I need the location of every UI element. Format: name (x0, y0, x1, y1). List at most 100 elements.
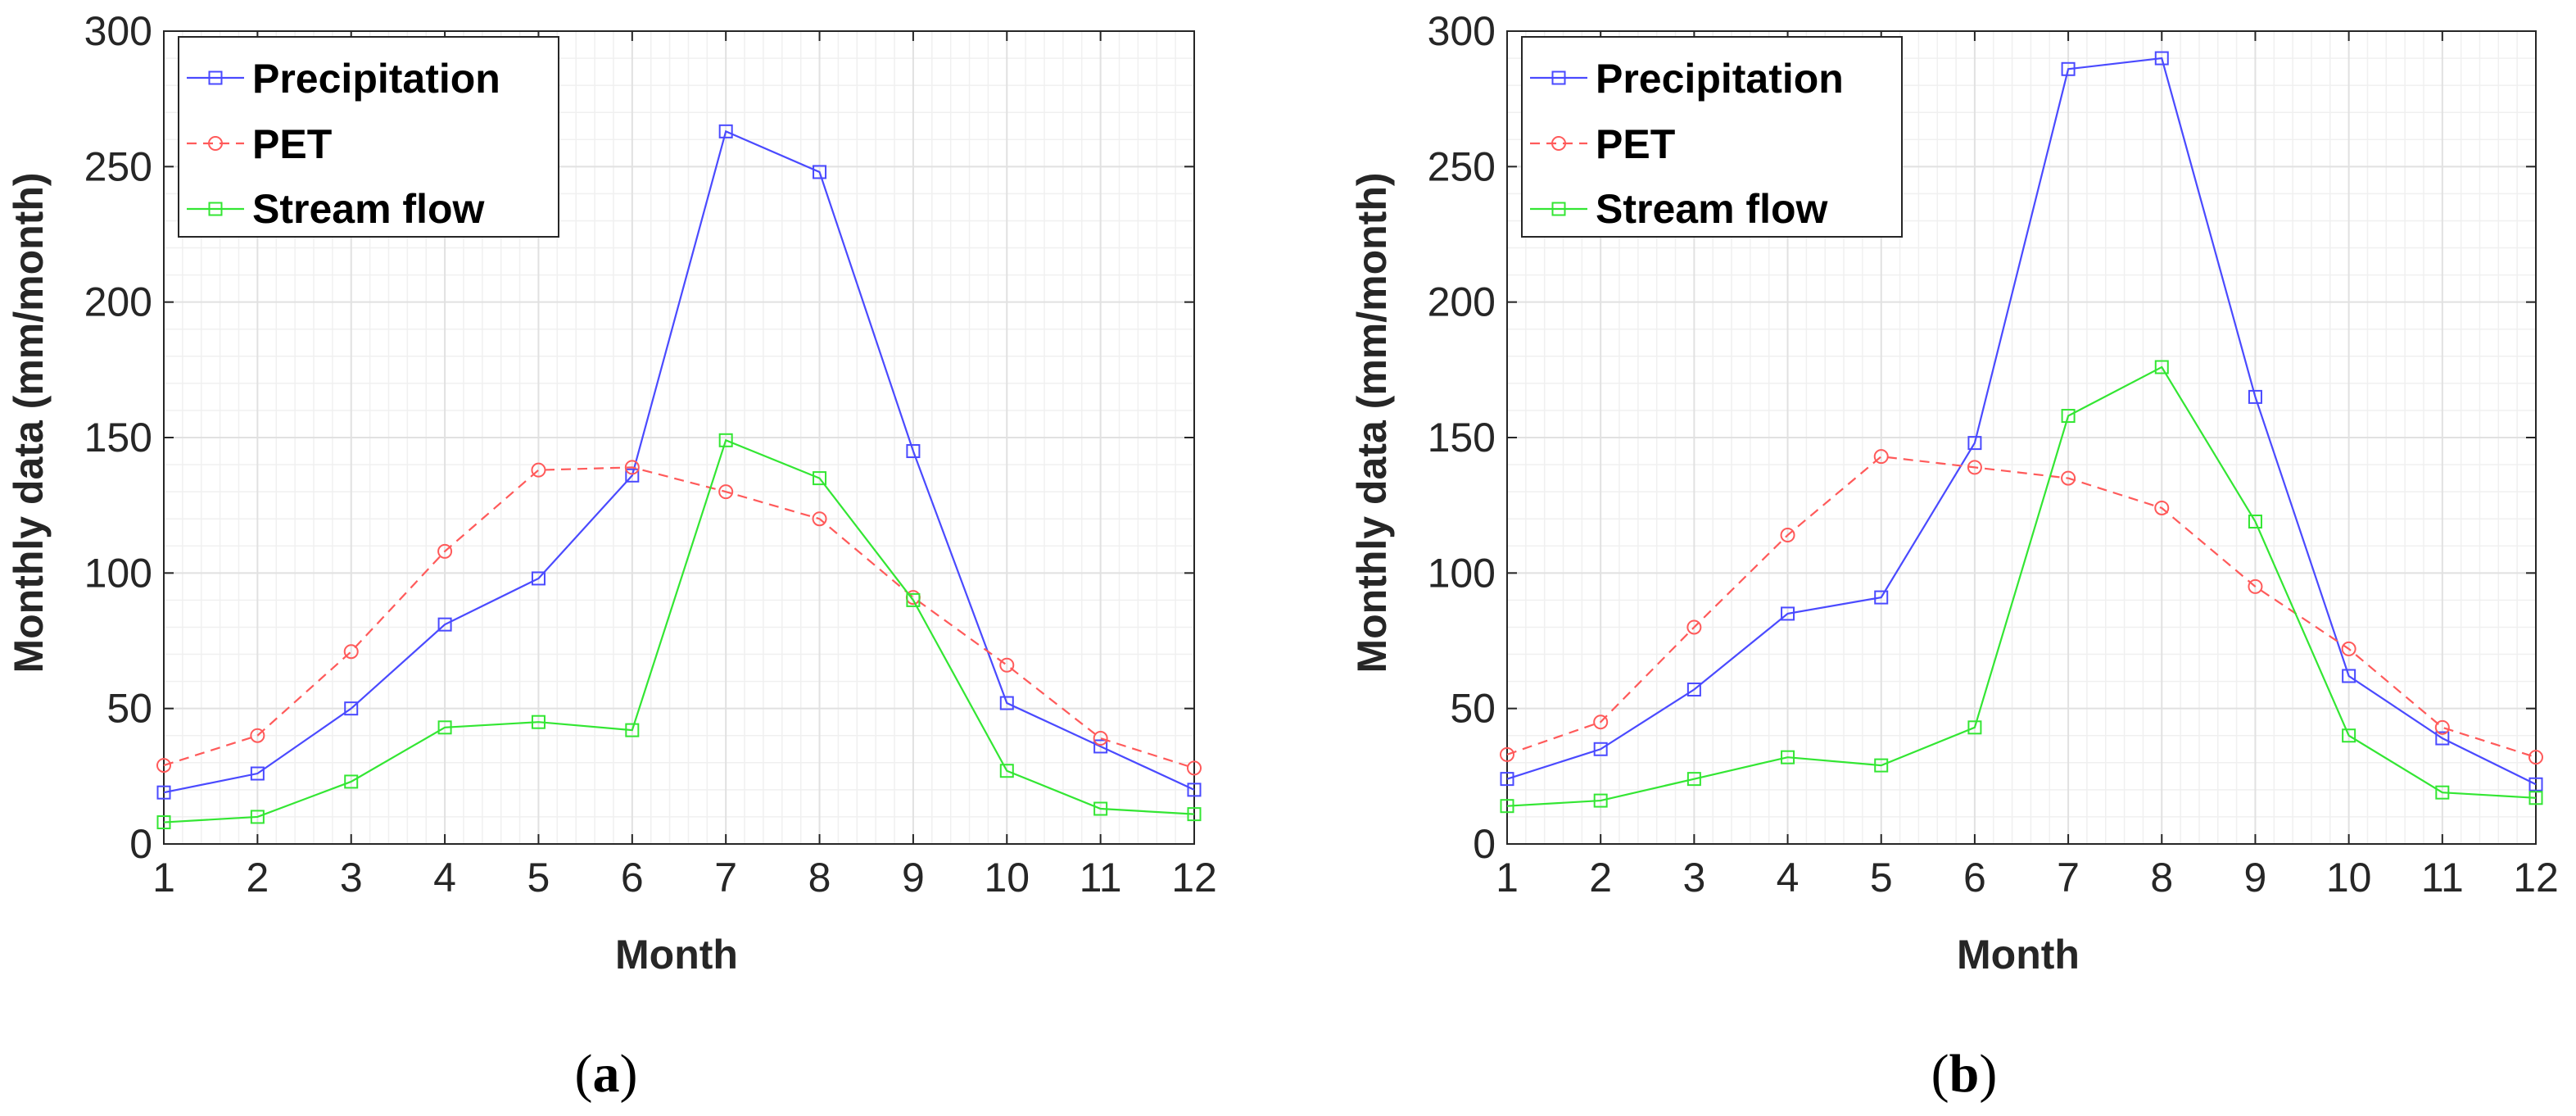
x-tick-label: 4 (1777, 855, 1800, 901)
data-point-precipitation (1967, 436, 1982, 451)
data-point-pet (1187, 760, 1202, 776)
data-point-precipitation (1686, 683, 1701, 697)
x-tick-label: 5 (527, 855, 550, 901)
data-point-precipitation (250, 766, 265, 781)
data-point-pet (2528, 750, 2543, 765)
data-point-pet (2154, 500, 2170, 515)
data-point-precipitation (813, 165, 827, 179)
y-tick-label: 0 (129, 821, 152, 867)
data-point-stream-flow (906, 592, 921, 607)
x-tick-labels: 1 2 3 4 5 6 7 8 9 10 11 12 (152, 855, 1217, 901)
data-point-precipitation (2154, 51, 2169, 66)
x-tick-label: 6 (1963, 855, 1986, 901)
y-tick-label: 200 (84, 279, 152, 325)
series-line-stream-flow (163, 438, 1195, 823)
x-tick-label: 3 (340, 855, 363, 901)
data-point-precipitation (2435, 731, 2450, 746)
data-point-precipitation (906, 444, 921, 459)
data-point-stream-flow (625, 723, 640, 737)
x-tick-label: 1 (152, 855, 175, 901)
y-tick-label: 250 (1428, 143, 1496, 189)
data-point-precipitation (1593, 742, 1608, 756)
data-point-stream-flow (2248, 515, 2262, 529)
legend-box (1521, 36, 1903, 238)
y-tick-label: 200 (1428, 279, 1496, 325)
data-point-pet (250, 728, 265, 743)
data-point-stream-flow (718, 433, 733, 447)
legend-label-stream-flow: Stream flow (252, 186, 485, 232)
y-axis-label: Monthly data (mm/month) (1349, 172, 1395, 673)
y-axis-label: Monthly data (mm/month) (6, 172, 52, 673)
data-point-stream-flow (2154, 360, 2169, 374)
data-point-stream-flow (531, 715, 546, 729)
y-tick-label: 250 (84, 143, 152, 189)
series-group (1500, 51, 2543, 814)
data-point-pet (1967, 460, 1982, 475)
data-point-precipitation (625, 468, 640, 483)
y-tick-label: 0 (1473, 821, 1496, 867)
legend-label-pet: PET (1596, 121, 1675, 167)
x-tick-label: 10 (984, 855, 1030, 901)
data-point-precipitation (531, 571, 546, 586)
data-point-precipitation (999, 696, 1014, 710)
x-axis-label: Month (1957, 932, 2080, 978)
x-tick-label: 8 (808, 855, 831, 901)
x-tick-label: 12 (2513, 855, 2559, 901)
y-tick-label: 300 (84, 8, 152, 54)
legend-entry-pet: PET (187, 121, 332, 167)
legend-entry-precipitation: Precipitation (1530, 56, 1844, 102)
x-tick-label: 1 (1496, 855, 1519, 901)
data-point-stream-flow (1187, 807, 1202, 822)
data-point-precipitation (156, 785, 171, 800)
x-tick-labels: 1 2 3 4 5 6 7 8 9 10 11 12 (1496, 855, 2559, 901)
data-point-pet (531, 462, 546, 478)
caption-close-paren: ) (620, 1044, 638, 1104)
x-tick-label: 7 (2057, 855, 2080, 901)
legend-swatch-marker (1551, 70, 1566, 85)
legend-entry-pet: PET (1530, 121, 1675, 167)
y-tick-label: 100 (84, 550, 152, 596)
data-point-pet (437, 543, 453, 559)
x-tick-label: 5 (1870, 855, 1893, 901)
data-point-stream-flow (2528, 791, 2543, 805)
data-point-pet (2434, 719, 2450, 735)
x-tick-label: 11 (2421, 855, 2464, 901)
data-point-pet (624, 460, 640, 475)
series-line-stream-flow (1506, 365, 2537, 807)
data-point-stream-flow (437, 720, 452, 735)
legend-label-precipitation: Precipitation (252, 56, 500, 102)
data-point-pet (718, 484, 734, 500)
data-point-pet (1686, 619, 1702, 635)
data-point-precipitation (1781, 606, 1795, 621)
y-tick-label: 150 (1428, 415, 1496, 460)
x-tick-label: 3 (1682, 855, 1705, 901)
data-point-precipitation (1187, 783, 1202, 797)
series-line-precipitation (1506, 57, 2537, 786)
data-point-stream-flow (1686, 772, 1701, 787)
series-line-pet (1506, 455, 2537, 759)
data-point-precipitation (1874, 590, 1889, 605)
legend: Precipitation PET Stream flow (1521, 36, 1903, 238)
x-tick-label: 4 (433, 855, 456, 901)
series-group (156, 124, 1202, 830)
axes-box (1506, 30, 2537, 845)
y-tick-label: 50 (1450, 686, 1496, 732)
caption-open-paren: ( (1931, 1044, 1949, 1104)
legend-swatch-marker (208, 70, 223, 85)
axes-box (163, 30, 1195, 845)
data-point-stream-flow (813, 471, 827, 486)
panel-caption-b: (b) (1931, 1044, 1998, 1104)
data-point-stream-flow (1593, 793, 1608, 808)
data-point-pet (1093, 731, 1108, 746)
data-point-precipitation (2342, 669, 2356, 683)
caption-close-paren: ) (1979, 1044, 1997, 1104)
y-tick-label: 300 (1428, 8, 1496, 54)
legend-label-precipitation: Precipitation (1596, 56, 1844, 102)
x-tick-label: 7 (714, 855, 737, 901)
panel-caption-a: (a) (575, 1044, 638, 1104)
y-tick-label: 150 (84, 415, 152, 460)
y-tick-labels: 0 50 100 150 200 250 300 (84, 8, 152, 867)
x-tick-label: 11 (1080, 855, 1122, 901)
